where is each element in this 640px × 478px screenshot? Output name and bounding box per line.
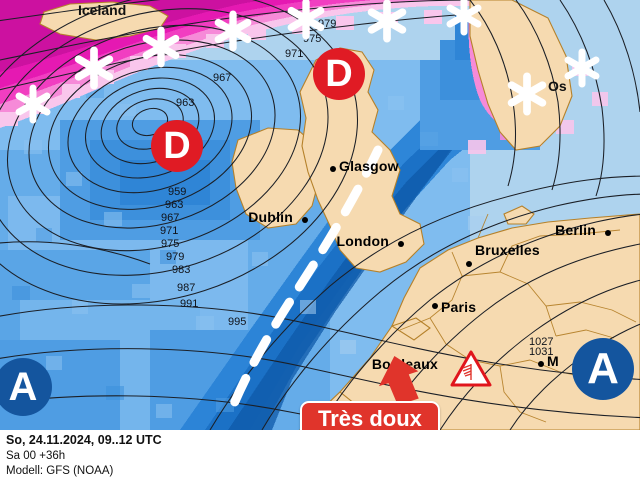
forecast-datetime: So, 24.11.2024, 09..12 UTC: [6, 433, 162, 447]
city-dot: [538, 361, 544, 367]
high-pressure-marker[interactable]: A: [572, 338, 634, 400]
isobar-label: 987: [177, 282, 196, 294]
forecast-model: Modell: GFS (NOAA): [6, 465, 114, 477]
isobar-label: 971: [285, 48, 304, 60]
low-pressure-marker[interactable]: D: [151, 120, 203, 172]
tres-doux-banner: Très doux: [300, 401, 440, 430]
isobar-label: 1031: [529, 346, 554, 358]
isobar-label: 967: [161, 212, 180, 224]
isobar-label: 963: [176, 97, 195, 109]
map-canvas: [0, 0, 640, 430]
city-label: Berlin: [555, 222, 596, 238]
region-label-oslo: Os: [548, 78, 567, 94]
forecast-run: Sa 00 +36h: [6, 450, 66, 462]
isobar-label: 1027: [529, 336, 554, 348]
isobar-label: 967: [213, 72, 232, 84]
isobar-label: 975: [161, 238, 180, 250]
isobar-label: 995: [228, 316, 247, 328]
front-line: [223, 145, 383, 423]
city-dot: [605, 230, 611, 236]
city-dot: [330, 166, 336, 172]
region-label-iceland: Iceland: [78, 2, 127, 18]
city-label: London: [336, 233, 389, 249]
city-dot: [466, 261, 472, 267]
weather-map[interactable]: Iceland Os Glasgow Dublin London Bruxell…: [0, 0, 640, 430]
isobar-label: 959: [168, 186, 187, 198]
city-label: Paris: [441, 299, 477, 315]
isobar-label: 963: [165, 199, 184, 211]
footer: So, 24.11.2024, 09..12 UTC Sa 00 +36h Mo…: [0, 430, 640, 478]
high-pressure-marker[interactable]: A: [0, 358, 52, 416]
low-pressure-marker[interactable]: D: [313, 48, 365, 100]
isobar-label: 979: [166, 251, 185, 263]
isobars: [0, 0, 640, 430]
isobar-label: 991: [180, 298, 199, 310]
city-label: Glasgow: [339, 158, 399, 174]
city-label: M: [547, 353, 559, 369]
isobar-label: 983: [172, 264, 191, 276]
city-label: Dublin: [248, 209, 293, 225]
isobar-label: 971: [160, 225, 179, 237]
city-dot: [432, 303, 438, 309]
city-label: Bruxelles: [475, 242, 540, 258]
city-dot: [398, 241, 404, 247]
city-dot: [302, 217, 308, 223]
